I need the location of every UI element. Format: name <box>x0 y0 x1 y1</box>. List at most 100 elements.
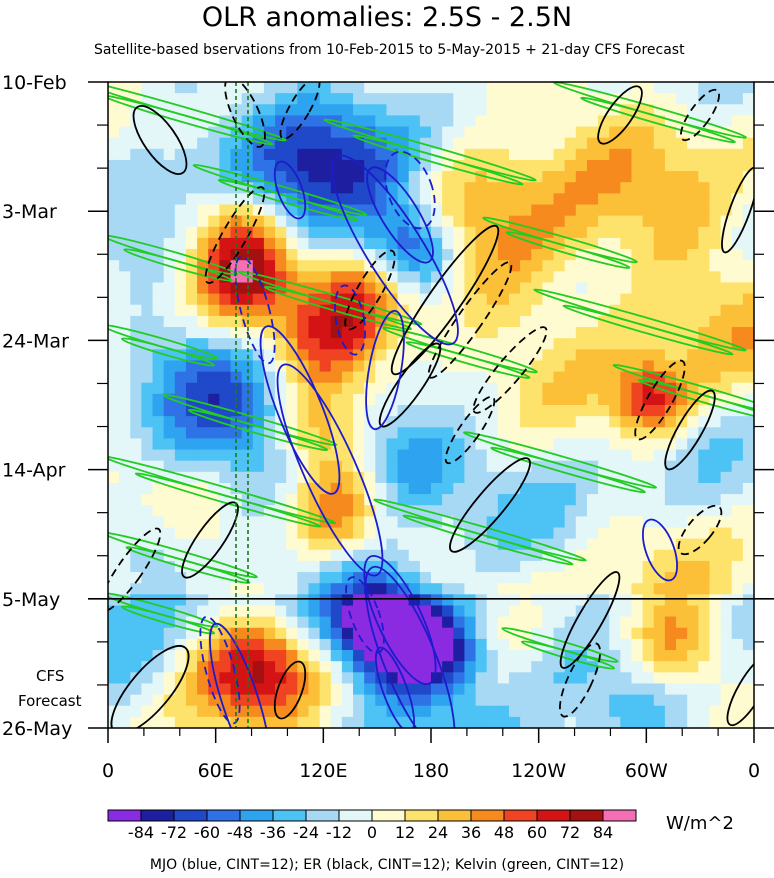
field-cell <box>464 438 477 451</box>
field-cell <box>676 638 688 651</box>
field-cell <box>130 260 143 272</box>
field-cell <box>575 549 588 562</box>
field-cell <box>720 393 733 406</box>
field-cell <box>631 349 644 362</box>
field-cell <box>676 716 688 728</box>
field-cell <box>353 104 365 117</box>
field-cell <box>174 661 187 673</box>
field-cell <box>341 427 354 440</box>
field-cell <box>397 159 410 172</box>
field-cell <box>197 572 209 584</box>
field-cell <box>408 126 421 139</box>
field-cell <box>163 616 176 629</box>
field-cell <box>742 661 754 673</box>
field-cell <box>687 338 699 350</box>
field-cell <box>676 282 688 295</box>
field-cell <box>442 594 454 607</box>
field-cell <box>642 349 655 362</box>
field-cell <box>119 594 131 607</box>
field-cell <box>297 204 310 217</box>
field-cell <box>598 572 610 584</box>
field-cell <box>386 393 399 406</box>
field-cell <box>319 148 332 161</box>
field-cell <box>598 650 610 662</box>
field-cell <box>208 148 220 161</box>
field-cell <box>464 360 477 373</box>
field-cell <box>687 327 699 339</box>
field-cell <box>397 371 410 384</box>
field-cell <box>620 605 633 618</box>
field-cell <box>375 171 388 183</box>
field-cell <box>308 460 321 473</box>
field-cell <box>475 393 488 406</box>
field-cell <box>620 661 633 673</box>
field-cell <box>397 572 410 584</box>
field-cell <box>319 293 332 306</box>
field-cell <box>731 93 744 105</box>
field-cell <box>241 438 254 451</box>
field-cell <box>341 538 354 551</box>
field-cell <box>687 505 699 517</box>
field-cell <box>152 616 165 629</box>
field-cell <box>119 271 131 284</box>
field-cell <box>185 672 198 685</box>
field-cell <box>152 137 165 150</box>
field-cell <box>609 627 621 640</box>
field-cell <box>353 616 365 629</box>
field-cell <box>431 226 443 239</box>
field-cell <box>419 672 432 685</box>
field-cell <box>497 237 510 250</box>
colorbar-swatch <box>239 809 274 822</box>
field-cell <box>152 583 165 595</box>
field-cell <box>130 638 143 651</box>
field-cell <box>586 516 599 529</box>
field-cell <box>341 638 354 651</box>
field-cell <box>431 315 443 328</box>
field-cell <box>698 293 711 306</box>
field-cell <box>742 683 754 696</box>
field-cell <box>553 315 566 328</box>
field-cell <box>397 137 410 150</box>
field-cell <box>631 716 644 728</box>
field-cell <box>119 516 131 529</box>
field-cell <box>698 661 711 673</box>
field-cell <box>130 82 143 94</box>
field-cell <box>397 716 410 728</box>
field-cell <box>453 650 466 662</box>
field-cell <box>419 204 432 217</box>
field-cell <box>185 583 198 595</box>
field-cell <box>442 527 454 540</box>
field-cell <box>564 650 577 662</box>
field-cell <box>141 148 154 161</box>
field-cell <box>163 315 176 328</box>
field-cell <box>676 215 688 228</box>
field-cell <box>408 249 421 261</box>
field-cell <box>375 237 388 250</box>
mjo-contour <box>641 518 679 582</box>
field-cell <box>263 627 276 640</box>
field-cell <box>542 427 555 440</box>
field-cell <box>174 315 187 328</box>
field-cell <box>431 427 443 440</box>
field-cell <box>687 237 699 250</box>
field-cell <box>252 226 265 239</box>
field-cell <box>141 293 154 306</box>
field-cell <box>586 683 599 696</box>
field-cell <box>197 148 209 161</box>
field-cell <box>341 249 354 261</box>
field-cell <box>130 516 143 529</box>
field-cell <box>330 282 343 295</box>
field-cell <box>185 204 198 217</box>
field-cell <box>308 327 321 339</box>
field-cell <box>564 182 577 194</box>
field-cell <box>119 382 131 395</box>
field-cell <box>263 583 276 595</box>
field-cell <box>219 494 232 506</box>
field-cell <box>508 494 521 506</box>
field-cell <box>664 549 677 562</box>
field-cell <box>475 282 488 295</box>
field-cell <box>742 627 754 640</box>
field-cell <box>553 572 566 584</box>
field-cell <box>119 494 131 506</box>
field-cell <box>653 226 666 239</box>
